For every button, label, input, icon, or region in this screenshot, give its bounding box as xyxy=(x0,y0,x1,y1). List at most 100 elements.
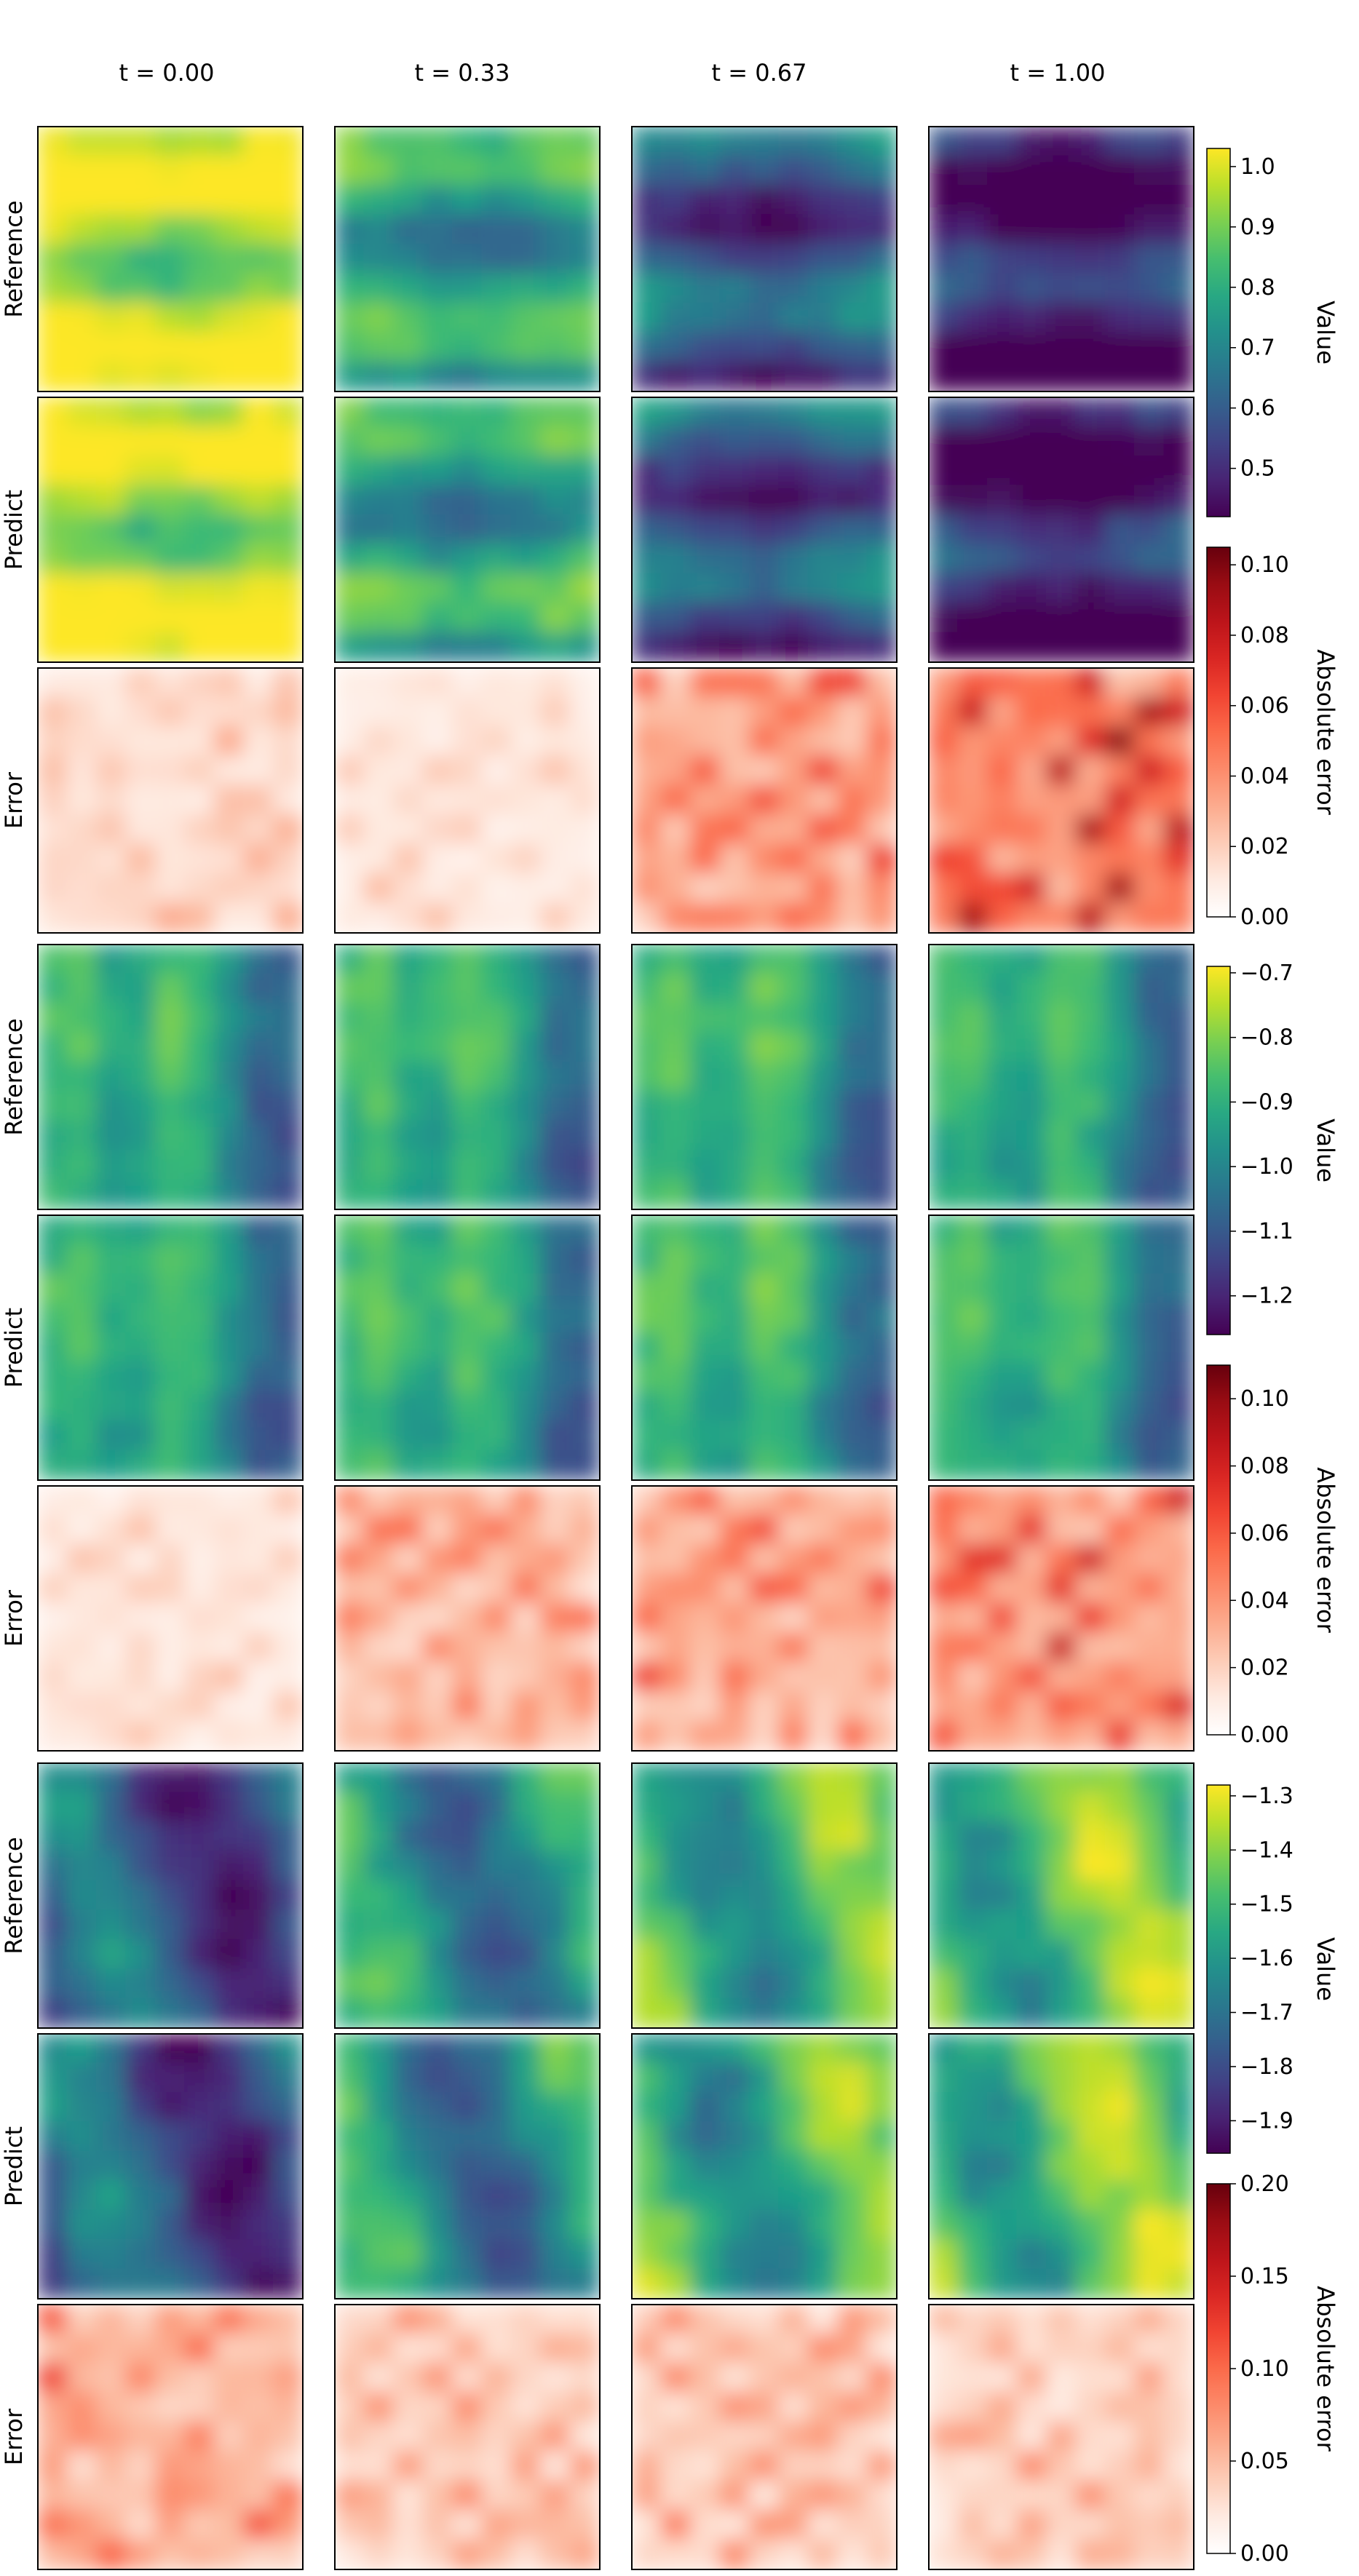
heatmap-cell xyxy=(125,1763,156,1794)
heatmap-cell xyxy=(66,1543,98,1575)
heatmap-cell xyxy=(778,1002,809,1034)
heatmap-cell xyxy=(1016,155,1047,186)
heatmap-cell xyxy=(422,361,453,391)
heatmap-cell xyxy=(213,1332,245,1364)
heatmap-cell xyxy=(866,1120,897,1152)
heatmap-cell xyxy=(689,1091,721,1122)
colorbar-tick-label: 0.04 xyxy=(1240,763,1289,789)
heatmap-cell xyxy=(632,2062,662,2094)
heatmap-cell xyxy=(929,397,959,428)
heatmap-cell xyxy=(95,1273,127,1305)
heatmap-cell xyxy=(243,1968,274,2000)
heatmap-cell xyxy=(272,1486,303,1516)
heatmap-cell xyxy=(125,1792,156,1823)
heatmap-cell xyxy=(540,332,571,363)
heatmap-cell xyxy=(1134,1573,1165,1605)
heatmap-panel xyxy=(929,1215,1194,1480)
heatmap-cell xyxy=(986,1909,1018,1941)
heatmap-cell xyxy=(392,2209,424,2241)
heatmap-cell xyxy=(272,2305,303,2335)
heatmap-cell xyxy=(1104,1061,1136,1093)
heatmap-cell xyxy=(392,1880,424,1912)
heatmap-cell xyxy=(154,544,186,575)
heatmap-cell xyxy=(1134,2034,1165,2064)
heatmap-cell xyxy=(125,1273,156,1305)
heatmap-cell xyxy=(95,127,127,157)
heatmap-cell xyxy=(184,1691,215,1722)
heatmap-cell xyxy=(866,2451,897,2482)
heatmap-cell xyxy=(837,973,868,1004)
heatmap-cell xyxy=(392,1821,424,1853)
heatmap-cell xyxy=(540,973,571,1004)
heatmap-cell xyxy=(213,784,245,816)
heatmap-cell xyxy=(569,902,600,933)
heatmap-cell xyxy=(510,426,542,457)
heatmap-cell xyxy=(1016,1091,1047,1122)
heatmap-cell xyxy=(154,1632,186,1663)
heatmap-cell xyxy=(95,1303,127,1334)
heatmap-cell xyxy=(986,1968,1018,2000)
heatmap-cell xyxy=(1163,1303,1194,1334)
heatmap-cell xyxy=(1134,2268,1165,2299)
heatmap-cell xyxy=(154,2239,186,2270)
heatmap-cell xyxy=(837,1215,868,1246)
heatmap-cell xyxy=(540,726,571,758)
heatmap-cell xyxy=(392,2333,424,2364)
heatmap-cell xyxy=(1163,1361,1194,1393)
heatmap-cell xyxy=(66,1061,98,1093)
heatmap-cell xyxy=(422,2480,453,2512)
heatmap-cell xyxy=(481,1150,512,1181)
heatmap-cell xyxy=(184,1909,215,1941)
heatmap-cell xyxy=(957,2091,988,2123)
heatmap-cell xyxy=(866,155,897,186)
heatmap-cell xyxy=(689,945,721,975)
heatmap-cell xyxy=(748,184,780,216)
heatmap-cell xyxy=(1045,1997,1077,2028)
heatmap-cell xyxy=(66,2539,98,2569)
heatmap-cell xyxy=(778,1720,809,1751)
heatmap-cell xyxy=(272,755,303,787)
heatmap-cell xyxy=(689,1720,721,1751)
heatmap-cell xyxy=(154,2362,186,2394)
colorbar-tick-label: 0.6 xyxy=(1240,396,1275,421)
heatmap-cell xyxy=(95,1661,127,1693)
heatmap-cell xyxy=(569,1821,600,1853)
heatmap-cell xyxy=(363,514,395,546)
heatmap-cell xyxy=(1045,2305,1077,2335)
heatmap-cell xyxy=(632,873,662,905)
heatmap-cell xyxy=(1045,485,1077,516)
heatmap-cell xyxy=(1163,1391,1194,1423)
heatmap-cell xyxy=(929,455,959,487)
heatmap-cell xyxy=(272,2268,303,2299)
heatmap-cell xyxy=(243,514,274,546)
heatmap-cell xyxy=(95,814,127,846)
heatmap-cell xyxy=(1134,1061,1165,1093)
heatmap-cell xyxy=(540,2034,571,2064)
heatmap-cell xyxy=(689,1002,721,1034)
heatmap-cell xyxy=(807,1179,839,1209)
heatmap-cell xyxy=(632,2305,662,2335)
heatmap-cell xyxy=(422,902,453,933)
heatmap-cell xyxy=(451,243,483,275)
heatmap-cell xyxy=(986,2421,1018,2453)
heatmap-cell xyxy=(957,2180,988,2211)
heatmap-cell xyxy=(66,2062,98,2094)
heatmap-cell xyxy=(719,1120,750,1152)
heatmap-cell xyxy=(95,1909,127,1941)
heatmap-cell xyxy=(1104,814,1136,846)
heatmap-cell xyxy=(272,1332,303,1364)
heatmap-cell xyxy=(866,1420,897,1452)
heatmap-cell xyxy=(807,155,839,186)
heatmap-cell xyxy=(213,603,245,634)
heatmap-cell xyxy=(1163,1120,1194,1152)
heatmap-cell xyxy=(569,1391,600,1423)
heatmap-cell xyxy=(778,1573,809,1605)
heatmap-cell xyxy=(1045,1361,1077,1393)
heatmap-cell xyxy=(363,544,395,575)
heatmap-cell xyxy=(1163,1632,1194,1663)
heatmap-cell xyxy=(1104,1032,1136,1063)
heatmap-panel xyxy=(929,1486,1194,1751)
panel-frame xyxy=(37,1215,304,1481)
heatmap-cell xyxy=(184,1332,215,1364)
heatmap-cell xyxy=(154,127,186,157)
